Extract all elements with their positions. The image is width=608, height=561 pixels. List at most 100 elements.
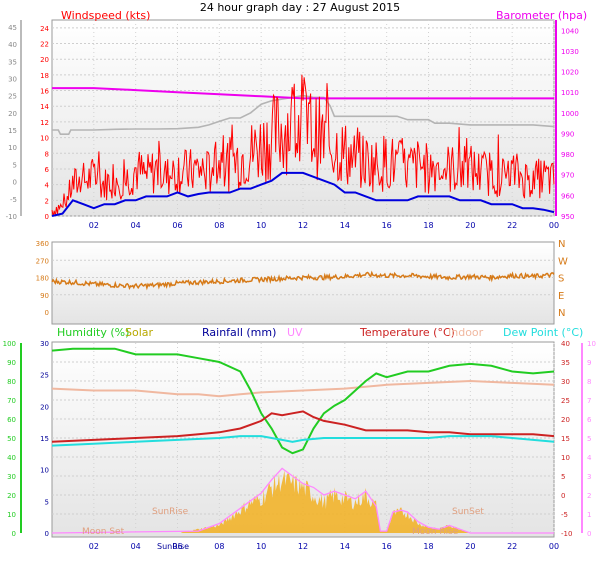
humidity-tick-label: 0 [12, 530, 16, 538]
barometer-axis-label: Barometer (hpa) [496, 9, 587, 22]
humidity-tick-label: 40 [7, 454, 16, 462]
x-tick-label: 02 [89, 221, 99, 230]
windspeed-tick-label: 4 [45, 182, 50, 190]
barometer-tick-label: 980 [561, 151, 574, 159]
x-tick-label: 04 [131, 542, 141, 551]
humidity-line [51, 347, 555, 455]
x-tick-label: 10 [256, 221, 266, 230]
temperature-label: Temperature (°C) [359, 326, 455, 339]
humidity-tick-label: 80 [7, 378, 16, 386]
humidity-tick-label: 20 [7, 492, 16, 500]
x-tick-label: 04 [131, 221, 141, 230]
barometer-tick-label: 1000 [561, 110, 579, 118]
windspeed-tick-label: 0 [45, 213, 49, 221]
rainfall-tick-label: 30 [40, 340, 49, 348]
temperature-tick-label: 35 [561, 359, 570, 367]
chart-title: 24 hour graph day : 27 August 2015 [200, 1, 400, 14]
x-tick-label: 12 [298, 542, 308, 551]
barometer-tick-label: 950 [561, 213, 574, 221]
uv-tick-label: 10 [587, 340, 596, 348]
temperature-tick-label: 0 [561, 492, 565, 500]
dew-point-line [51, 435, 555, 447]
direction-tick-label: 90 [40, 292, 49, 300]
windspeed-tick-label: 6 [45, 166, 50, 174]
barometer-tick-label: 1030 [561, 48, 579, 56]
secondary-tick-label: 40 [8, 41, 17, 49]
compass-label: W [558, 256, 568, 267]
secondary-tick-label: 35 [8, 58, 17, 66]
windspeed-tick-label: 14 [40, 103, 49, 111]
secondary-tick-label: -10 [6, 213, 17, 221]
x-tick-label: 20 [465, 221, 475, 230]
x-tick-label: 18 [423, 542, 433, 551]
compass-label: N [558, 308, 565, 319]
secondary-tick-label: 0 [13, 179, 17, 187]
humidity-tick-label: 60 [7, 416, 16, 424]
solar-area [52, 470, 554, 533]
wind-gust-line [51, 74, 555, 217]
moon-rise-annotation: Moon Rise [412, 527, 459, 537]
x-tick-label: 18 [423, 221, 433, 230]
x-tick-label: 06 [172, 221, 182, 230]
direction-tick-label: 180 [36, 275, 49, 283]
windspeed-tick-label: 20 [40, 56, 49, 64]
rainfall-tick-label: 10 [40, 467, 49, 475]
secondary-tick-label: -5 [10, 196, 17, 204]
x-tick-label: 08 [214, 221, 224, 230]
windspeed-tick-label: 24 [40, 25, 49, 33]
uv-tick-label: 0 [587, 530, 591, 538]
uv-label: UV [287, 326, 303, 339]
humidity-tick-label: 30 [7, 473, 16, 481]
sunrise-axis-marker: SunRise [157, 542, 189, 551]
humidity-tick-label: 50 [7, 435, 16, 443]
windspeed-tick-label: 2 [45, 197, 49, 205]
uv-tick-label: 5 [587, 435, 591, 443]
humidity-label: Humidity (%) [57, 326, 129, 339]
rainfall-label: Rainfall (mm) [202, 326, 276, 339]
x-tick-label: 20 [465, 542, 475, 551]
secondary-tick-label: 25 [8, 93, 17, 101]
temperature-tick-label: 40 [561, 340, 570, 348]
secondary-tick-label: 10 [8, 144, 17, 152]
barometer-tick-label: 990 [561, 130, 574, 138]
uv-tick-label: 6 [587, 416, 592, 424]
uv-tick-label: 4 [587, 454, 592, 462]
humidity-tick-label: 90 [7, 359, 16, 367]
x-tick-label: 16 [382, 221, 392, 230]
x-tick-label: 14 [340, 221, 350, 230]
uv-tick-label: 2 [587, 492, 591, 500]
uv-tick-label: 9 [587, 359, 591, 367]
x-tick-label: 16 [382, 542, 392, 551]
indoor-temperature-line [51, 379, 555, 398]
wind-average-line [51, 171, 555, 217]
sunset-annotation: SunSet [452, 507, 484, 517]
moon-set-annotation: Moon Set [82, 527, 125, 537]
humidity-tick-label: 100 [3, 340, 16, 348]
x-tick-label: 00 [549, 542, 559, 551]
solar-label: Solar [125, 326, 154, 339]
windspeed-tick-label: 12 [40, 119, 49, 127]
rainfall-tick-label: 5 [45, 498, 49, 506]
x-tick-label: 00 [549, 221, 559, 230]
temperature-tick-label: 5 [561, 473, 565, 481]
x-tick-label: 08 [214, 542, 224, 551]
compass-label: S [558, 274, 564, 285]
temperature-line [51, 410, 555, 443]
uv-tick-label: 8 [587, 378, 591, 386]
secondary-tick-label: 15 [8, 127, 17, 135]
rainfall-tick-label: 15 [40, 435, 49, 443]
x-tick-label: 22 [507, 542, 517, 551]
rainfall-tick-label: 25 [40, 372, 49, 380]
uv-line [51, 467, 554, 534]
barometer-tick-label: 1020 [561, 69, 579, 77]
dew-point-label: Dew Point (°C) [503, 326, 583, 339]
barometer-tick-label: 970 [561, 172, 574, 180]
temperature-tick-label: 25 [561, 397, 570, 405]
humidity-tick-label: 10 [7, 511, 16, 519]
x-tick-label: 14 [340, 542, 350, 551]
secondary-tick-label: 20 [8, 110, 17, 118]
barometer-tick-label: 1040 [561, 27, 579, 35]
